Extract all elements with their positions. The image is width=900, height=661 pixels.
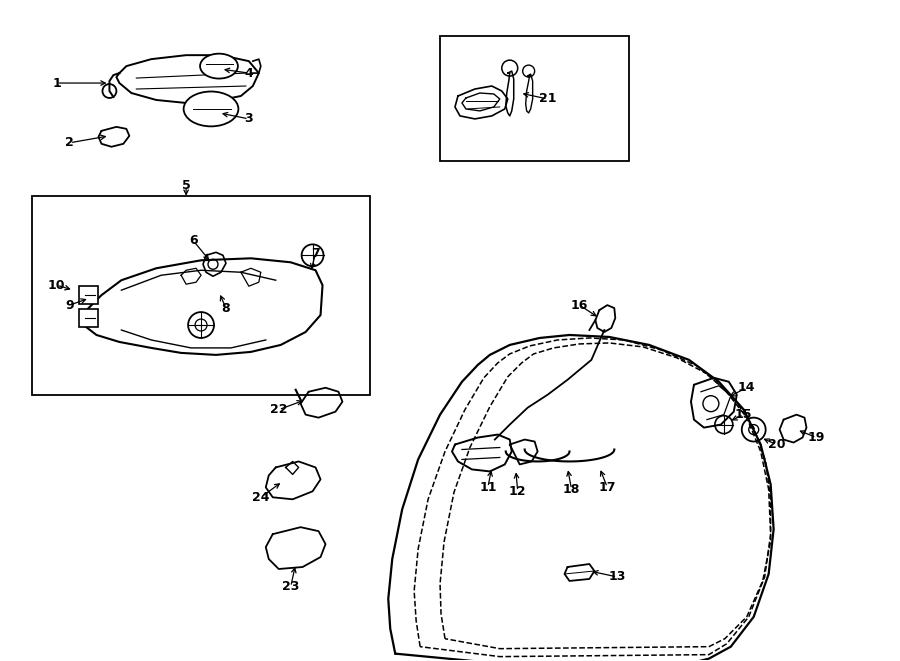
Text: 5: 5 — [182, 179, 191, 192]
Text: 2: 2 — [65, 136, 74, 149]
Text: 10: 10 — [48, 279, 66, 292]
Text: 17: 17 — [598, 481, 616, 494]
Ellipse shape — [184, 91, 239, 126]
Bar — [78, 286, 98, 304]
Text: 12: 12 — [509, 485, 526, 498]
Text: 13: 13 — [608, 570, 626, 584]
Text: 24: 24 — [252, 491, 269, 504]
Bar — [440, 36, 629, 161]
Text: 1: 1 — [52, 77, 61, 89]
Text: 9: 9 — [66, 299, 74, 311]
Text: 4: 4 — [245, 67, 253, 79]
Text: 22: 22 — [270, 403, 287, 416]
Text: 6: 6 — [189, 234, 197, 247]
Ellipse shape — [200, 54, 238, 79]
Text: 16: 16 — [571, 299, 588, 311]
Text: 18: 18 — [562, 483, 580, 496]
Text: 23: 23 — [282, 580, 300, 594]
Bar — [32, 196, 370, 395]
Text: 19: 19 — [808, 431, 825, 444]
Text: 14: 14 — [738, 381, 755, 394]
Text: 3: 3 — [245, 112, 253, 126]
Text: 7: 7 — [311, 247, 320, 260]
Text: 8: 8 — [221, 301, 230, 315]
Text: 21: 21 — [539, 93, 556, 106]
Text: 15: 15 — [735, 408, 752, 421]
Text: 20: 20 — [768, 438, 786, 451]
Text: 11: 11 — [479, 481, 497, 494]
Bar — [78, 309, 98, 327]
